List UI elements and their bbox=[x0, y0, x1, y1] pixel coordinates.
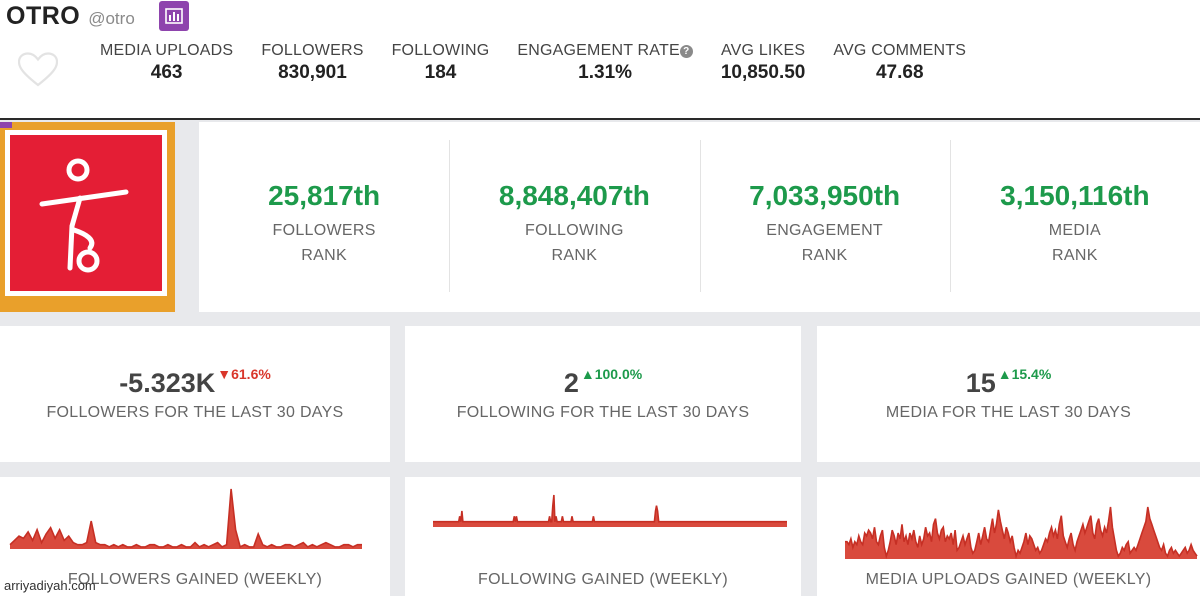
rank-label: FOLLOWING RANK bbox=[449, 218, 699, 268]
stat-value: 184 bbox=[424, 62, 457, 83]
rank-label-line1: ENGAGEMENT bbox=[766, 222, 884, 239]
heart-outline-icon[interactable] bbox=[18, 52, 58, 88]
chart-title: MEDIA UPLOADS GAINED (WEEKLY) bbox=[865, 571, 1152, 588]
followers-30-days-card: -5.323K ▼61.6% FOLLOWERS FOR THE LAST 30 … bbox=[0, 326, 390, 462]
rank-label: MEDIA RANK bbox=[950, 218, 1200, 268]
rank-value: 7,033,950th bbox=[749, 180, 901, 211]
card-value: 2 bbox=[563, 368, 579, 398]
stat-following: FOLLOWING 184 bbox=[378, 42, 504, 84]
stat-label: ENGAGEMENT RATE? bbox=[517, 42, 693, 60]
avatar-accent bbox=[0, 122, 12, 128]
rank-label-line1: FOLLOWING bbox=[525, 222, 624, 239]
profile-header: OTRO @otro MEDIA UPLOADS 463 FOLLOWERS 8… bbox=[0, 0, 1200, 118]
area-series bbox=[433, 495, 787, 527]
stat-value: 47.68 bbox=[875, 62, 924, 83]
rank-engagement: 7,033,950th ENGAGEMENT RANK bbox=[699, 122, 950, 312]
rank-media: 3,150,116th MEDIA RANK bbox=[949, 122, 1200, 312]
media-gained-chart-card[interactable]: MEDIA UPLOADS GAINED (WEEKLY) bbox=[817, 477, 1200, 596]
card-label: FOLLOWERS FOR THE LAST 30 DAYS bbox=[46, 404, 344, 421]
stat-value: 10,850.50 bbox=[720, 62, 806, 83]
stats-row: MEDIA UPLOADS 463 FOLLOWERS 830,901 FOLL… bbox=[86, 42, 980, 84]
stat-label: AVG COMMENTS bbox=[833, 42, 967, 59]
avatar-border bbox=[5, 130, 167, 296]
rank-label: FOLLOWERS RANK bbox=[199, 218, 449, 268]
rank-value: 3,150,116th bbox=[1000, 180, 1150, 211]
area-series bbox=[10, 489, 362, 549]
stat-engagement-rate: ENGAGEMENT RATE? 1.31% bbox=[503, 42, 706, 84]
chart-title: FOLLOWING GAINED (WEEKLY) bbox=[478, 571, 728, 588]
rank-label: ENGAGEMENT RANK bbox=[700, 218, 950, 268]
card-label: FOLLOWING FOR THE LAST 30 DAYS bbox=[456, 404, 750, 421]
rank-label-line2: RANK bbox=[801, 247, 848, 264]
profile-name: OTRO bbox=[6, 2, 81, 30]
rank-followers: 25,817th FOLLOWERS RANK bbox=[199, 122, 449, 312]
stat-followers: FOLLOWERS 830,901 bbox=[247, 42, 377, 84]
card-value: -5.323K bbox=[119, 368, 216, 398]
stat-avg-likes: AVG LIKES 10,850.50 bbox=[707, 42, 820, 84]
following-gained-chart-card[interactable]: FOLLOWING GAINED (WEEKLY) bbox=[405, 477, 801, 596]
series-line bbox=[9, 488, 362, 549]
title-row: OTRO @otro bbox=[6, 0, 189, 31]
profile-handle[interactable]: @otro bbox=[88, 8, 135, 28]
rank-label-line2: RANK bbox=[551, 247, 598, 264]
rank-label-line2: RANK bbox=[1052, 247, 1098, 264]
card-value-row: 15 ▲15.4% bbox=[817, 366, 1200, 399]
change-badge: ▲100.0% bbox=[580, 366, 643, 382]
following-30-days-card: 2 ▲100.0% FOLLOWING FOR THE LAST 30 DAYS bbox=[405, 326, 801, 462]
series-line bbox=[433, 494, 787, 523]
rank-label-line2: RANK bbox=[301, 247, 347, 264]
card-value-row: 2 ▲100.0% bbox=[405, 366, 801, 399]
following-gained-chart bbox=[433, 494, 787, 527]
stat-value: 463 bbox=[150, 62, 183, 83]
header-divider bbox=[0, 118, 1200, 120]
followers-gained-chart bbox=[9, 488, 362, 549]
stat-label: FOLLOWING bbox=[391, 42, 490, 59]
bar-chart-icon bbox=[164, 7, 183, 24]
change-badge: ▼61.6% bbox=[217, 366, 271, 382]
stat-label: FOLLOWERS bbox=[261, 42, 364, 59]
rank-following: 8,848,407th FOLLOWING RANK bbox=[449, 122, 699, 312]
watermark: arriyadiyah.com bbox=[4, 578, 96, 593]
stat-value: 830,901 bbox=[278, 62, 347, 83]
stat-media-uploads: MEDIA UPLOADS 463 bbox=[86, 42, 247, 84]
rank-value: 8,848,407th bbox=[498, 180, 650, 211]
series-line bbox=[845, 506, 1198, 560]
stat-label: MEDIA UPLOADS bbox=[100, 42, 234, 59]
stat-value: 1.31% bbox=[578, 62, 633, 83]
card-value: 15 bbox=[965, 368, 996, 398]
rank-label-line1: FOLLOWERS bbox=[272, 222, 376, 239]
card-value-row: -5.323K ▼61.6% bbox=[0, 366, 390, 399]
media-gained-chart bbox=[845, 506, 1198, 560]
bar-chart-button[interactable] bbox=[158, 0, 189, 31]
avatar[interactable] bbox=[0, 122, 175, 312]
rank-value: 25,817th bbox=[268, 180, 381, 211]
card-label: MEDIA FOR THE LAST 30 DAYS bbox=[885, 404, 1132, 421]
followers-gained-chart-card[interactable]: FOLLOWERS GAINED (WEEKLY) bbox=[0, 477, 390, 596]
rank-label-line1: MEDIA bbox=[1048, 222, 1101, 239]
chart-title: FOLLOWERS GAINED (WEEKLY) bbox=[67, 571, 323, 588]
stat-avg-comments: AVG COMMENTS 47.68 bbox=[819, 42, 980, 84]
engagement-rate-label: ENGAGEMENT RATE bbox=[517, 42, 680, 59]
question-circle-icon[interactable]: ? bbox=[679, 45, 693, 58]
media-30-days-card: 15 ▲15.4% MEDIA FOR THE LAST 30 DAYS bbox=[817, 326, 1200, 462]
stat-label: AVG LIKES bbox=[720, 42, 806, 59]
change-badge: ▲15.4% bbox=[997, 366, 1052, 382]
otro-logo-icon bbox=[39, 158, 129, 273]
brand-logo bbox=[10, 135, 162, 291]
rank-panel: 25,817th FOLLOWERS RANK 8,848,407th FOLLO… bbox=[199, 122, 1200, 312]
